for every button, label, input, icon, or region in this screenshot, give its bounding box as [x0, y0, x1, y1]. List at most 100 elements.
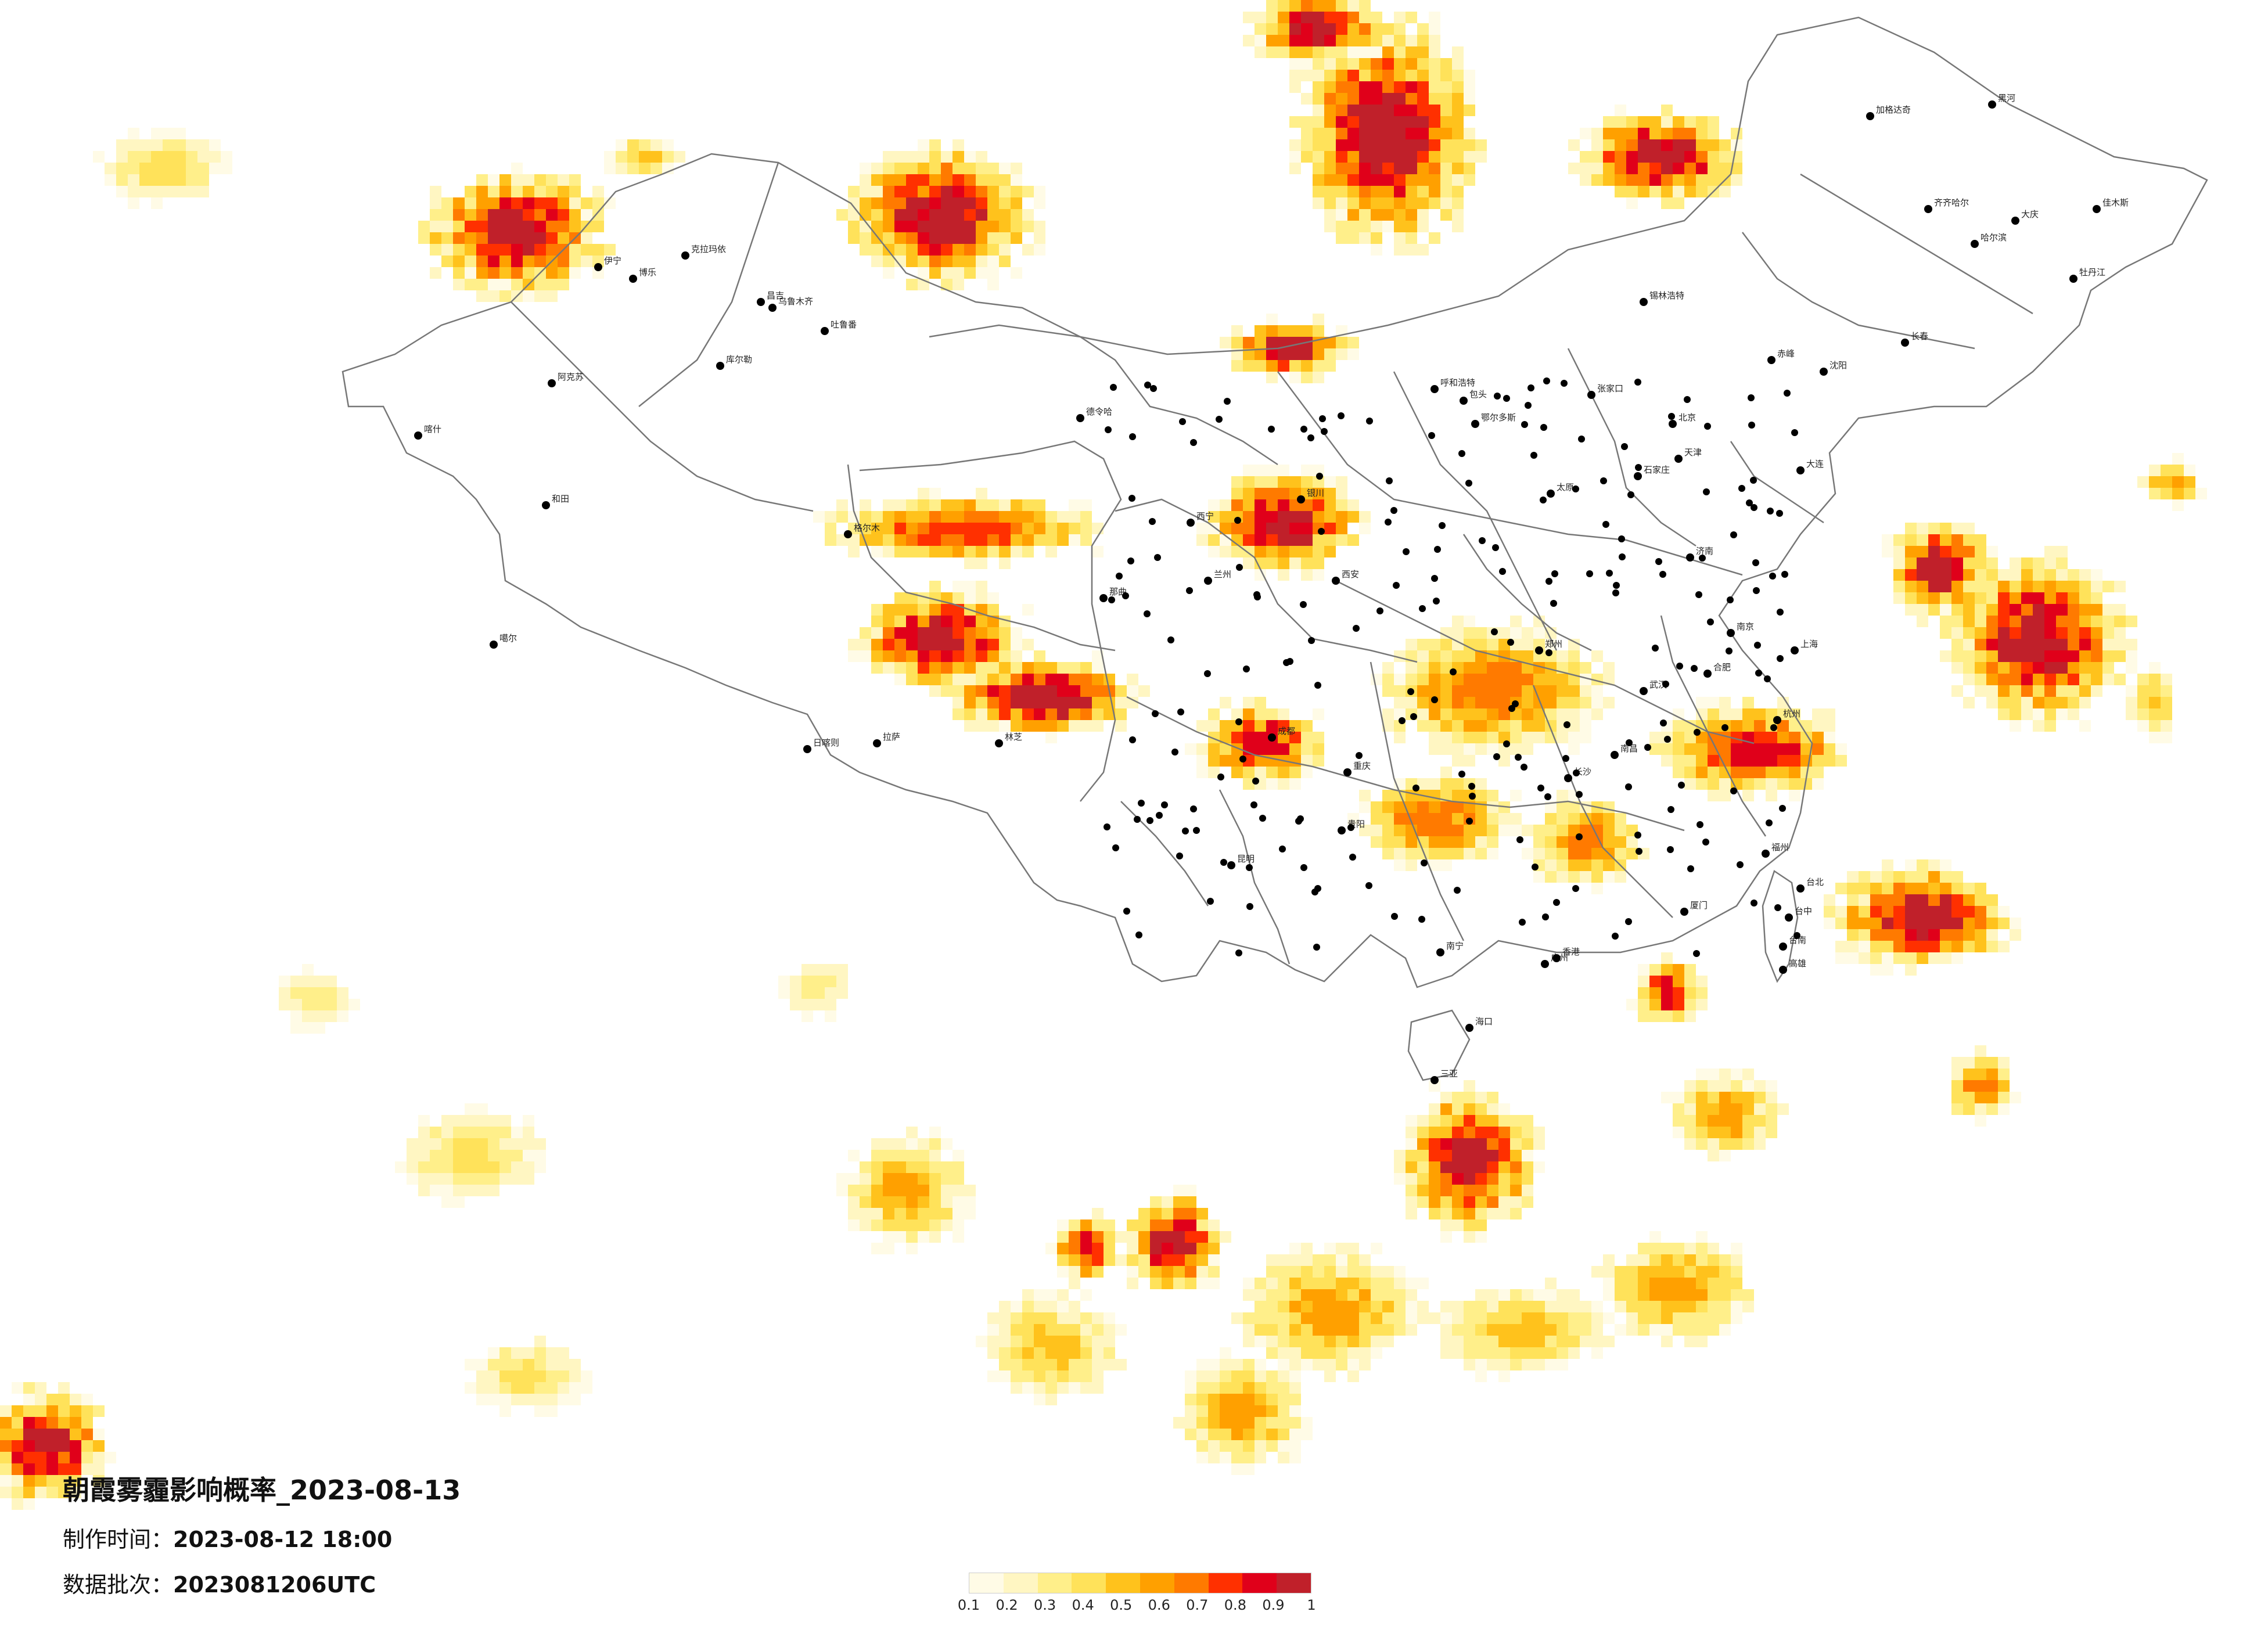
haze-cell [1324, 499, 1336, 511]
haze-cell [883, 1196, 894, 1208]
haze-cell [906, 197, 918, 209]
haze-cell [1452, 58, 1464, 70]
haze-cell [1835, 918, 1847, 929]
haze-cell [23, 1394, 35, 1405]
haze-cell [1301, 1429, 1313, 1440]
haze-cell [1359, 23, 1371, 35]
haze-cell [1208, 1266, 1220, 1278]
haze-cell [139, 151, 151, 163]
haze-cell [116, 139, 128, 151]
city-dot [1386, 477, 1393, 484]
haze-cell [1487, 1289, 1498, 1301]
haze-cell [1615, 1278, 1626, 1289]
haze-cell [1185, 1382, 1196, 1394]
haze-cell [1382, 46, 1394, 58]
haze-cell [1359, 1266, 1371, 1278]
haze-cell [1963, 883, 1975, 894]
city-dot [1146, 817, 1153, 824]
haze-cell [523, 267, 534, 279]
haze-cell [1162, 1220, 1173, 1231]
haze-cell [1591, 139, 1603, 151]
haze-cell [1371, 174, 1382, 186]
haze-cell [1406, 163, 1417, 174]
haze-cell [2068, 627, 2079, 639]
haze-cell [929, 232, 941, 244]
haze-cell [12, 1452, 23, 1463]
haze-cell [976, 267, 987, 279]
haze-cell [2044, 627, 2056, 639]
city-dot [1418, 916, 1425, 923]
haze-cell [1498, 1347, 1510, 1359]
haze-cell [1928, 592, 1940, 604]
haze-cell [1742, 778, 1754, 790]
haze-cell [1313, 743, 1324, 755]
haze-cell [894, 244, 906, 256]
haze-cell [1557, 801, 1568, 813]
haze-cell [1429, 685, 1440, 697]
haze-cell [941, 279, 953, 290]
haze-cell [2010, 650, 2021, 662]
haze-cell [1452, 1092, 1464, 1103]
haze-cell [1313, 46, 1324, 58]
haze-cell [1092, 708, 1104, 720]
haze-cell [1231, 1405, 1243, 1417]
haze-cell [81, 1394, 93, 1405]
haze-cell [1324, 1312, 1336, 1324]
haze-cell [1940, 616, 1951, 627]
haze-cell [1487, 1347, 1498, 1359]
haze-cell [163, 174, 174, 186]
haze-cell [848, 1208, 860, 1220]
haze-cell [1429, 23, 1440, 35]
haze-cell [1382, 1312, 1394, 1324]
haze-cell [465, 1173, 476, 1185]
haze-cell [1115, 1324, 1127, 1336]
haze-cell [2102, 662, 2114, 674]
haze-cell [1963, 534, 1975, 546]
haze-cell [1034, 697, 1045, 708]
haze-cell [1917, 581, 1928, 592]
haze-cell [546, 279, 558, 290]
haze-cell [1150, 1196, 1162, 1208]
haze-cell [1371, 197, 1382, 209]
haze-cell [1475, 1370, 1487, 1382]
haze-cell [1440, 105, 1452, 116]
haze-cell [953, 662, 964, 674]
haze-cell [151, 151, 163, 163]
haze-cell [941, 1208, 953, 1220]
haze-cell [1893, 941, 1905, 952]
haze-cell [906, 1185, 918, 1196]
city-dot [1259, 815, 1266, 822]
haze-cell [1440, 93, 1452, 105]
haze-cell [1243, 476, 1255, 488]
haze-cell [93, 1440, 105, 1452]
haze-cell [906, 186, 918, 197]
haze-cell [1673, 708, 1684, 720]
haze-cell [58, 1417, 70, 1429]
haze-cell [1208, 1394, 1220, 1405]
haze-cell [1011, 186, 1022, 197]
haze-cell [1324, 511, 1336, 523]
city-dot [1543, 377, 1550, 384]
haze-cell [2010, 708, 2021, 720]
haze-cell [1591, 859, 1603, 871]
haze-cell [499, 1382, 511, 1394]
haze-cell [1487, 790, 1498, 801]
haze-cell [1243, 465, 1255, 476]
haze-cell [929, 139, 941, 151]
haze-cell [1417, 23, 1429, 35]
haze-cell [976, 523, 987, 534]
haze-cell [523, 174, 534, 186]
city-dot [1434, 546, 1441, 553]
haze-cell [1533, 650, 1545, 662]
haze-cell [1429, 1138, 1440, 1150]
haze-cell [1661, 1266, 1673, 1278]
haze-cell [871, 163, 883, 174]
haze-cell [1417, 1278, 1429, 1289]
haze-cell [1975, 1057, 1986, 1069]
haze-cell [1917, 871, 1928, 883]
city-dot [1099, 594, 1108, 602]
haze-cell [1417, 697, 1429, 708]
haze-cell [1278, 0, 1289, 12]
haze-cell [1591, 685, 1603, 697]
haze-cell [918, 209, 929, 221]
